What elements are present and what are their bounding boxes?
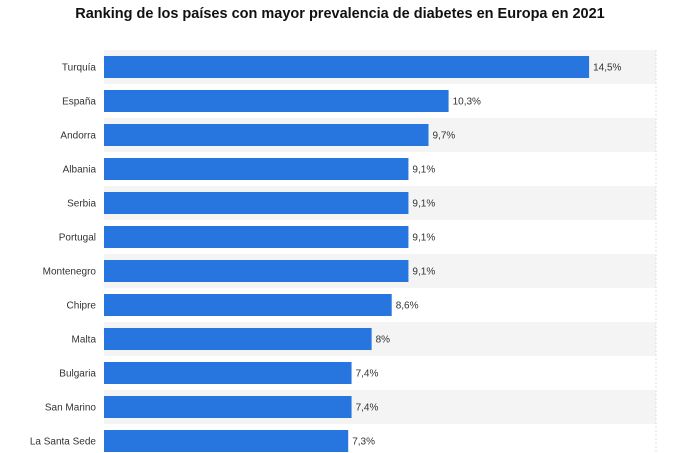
value-label: 9,1%	[412, 233, 435, 244]
value-label: 9,1%	[412, 165, 435, 176]
value-label: 7,3%	[352, 437, 375, 448]
bar-11	[104, 430, 349, 452]
category-label: Montenegro	[43, 267, 97, 278]
category-label: San Marino	[45, 403, 97, 414]
bar-2	[104, 124, 429, 146]
value-label: 8,6%	[396, 301, 419, 312]
category-label: España	[62, 97, 96, 108]
category-label: Turquía	[62, 63, 97, 74]
category-label: Portugal	[59, 233, 96, 244]
value-label: 9,1%	[412, 267, 435, 278]
category-label: Bulgaria	[59, 369, 96, 380]
bars	[104, 56, 590, 452]
chart-title: Ranking de los países con mayor prevalen…	[75, 6, 605, 22]
value-label: 7,4%	[356, 369, 379, 380]
value-label: 9,7%	[433, 131, 456, 142]
value-label: 8%	[376, 335, 391, 346]
category-label: Malta	[72, 335, 97, 346]
bar-5	[104, 226, 409, 248]
category-labels: Turquía España Andorra Albania Serbia Portuga…	[30, 63, 97, 448]
bar-10	[104, 396, 352, 418]
bar-4	[104, 192, 409, 214]
value-labels: 14,5% 10,3% 9,7% 9,1% 9,1% 9,1% 9,1% 8,6% 8% 7,4%…	[352, 63, 621, 448]
bar-6	[104, 260, 409, 282]
category-label: Andorra	[60, 131, 96, 142]
value-label: 10,3%	[453, 97, 481, 108]
bar-9	[104, 362, 352, 384]
bar-3	[104, 158, 409, 180]
value-label: 14,5%	[593, 63, 621, 74]
bar-8	[104, 328, 372, 350]
bar-0	[104, 56, 590, 78]
value-label: 9,1%	[412, 199, 435, 210]
category-label: Chipre	[67, 301, 97, 312]
category-label: La Santa Sede	[30, 437, 97, 448]
category-label: Albania	[63, 165, 97, 176]
bar-1	[104, 90, 449, 112]
bar-7	[104, 294, 392, 316]
value-label: 7,4%	[356, 403, 379, 414]
category-label: Serbia	[67, 199, 96, 210]
